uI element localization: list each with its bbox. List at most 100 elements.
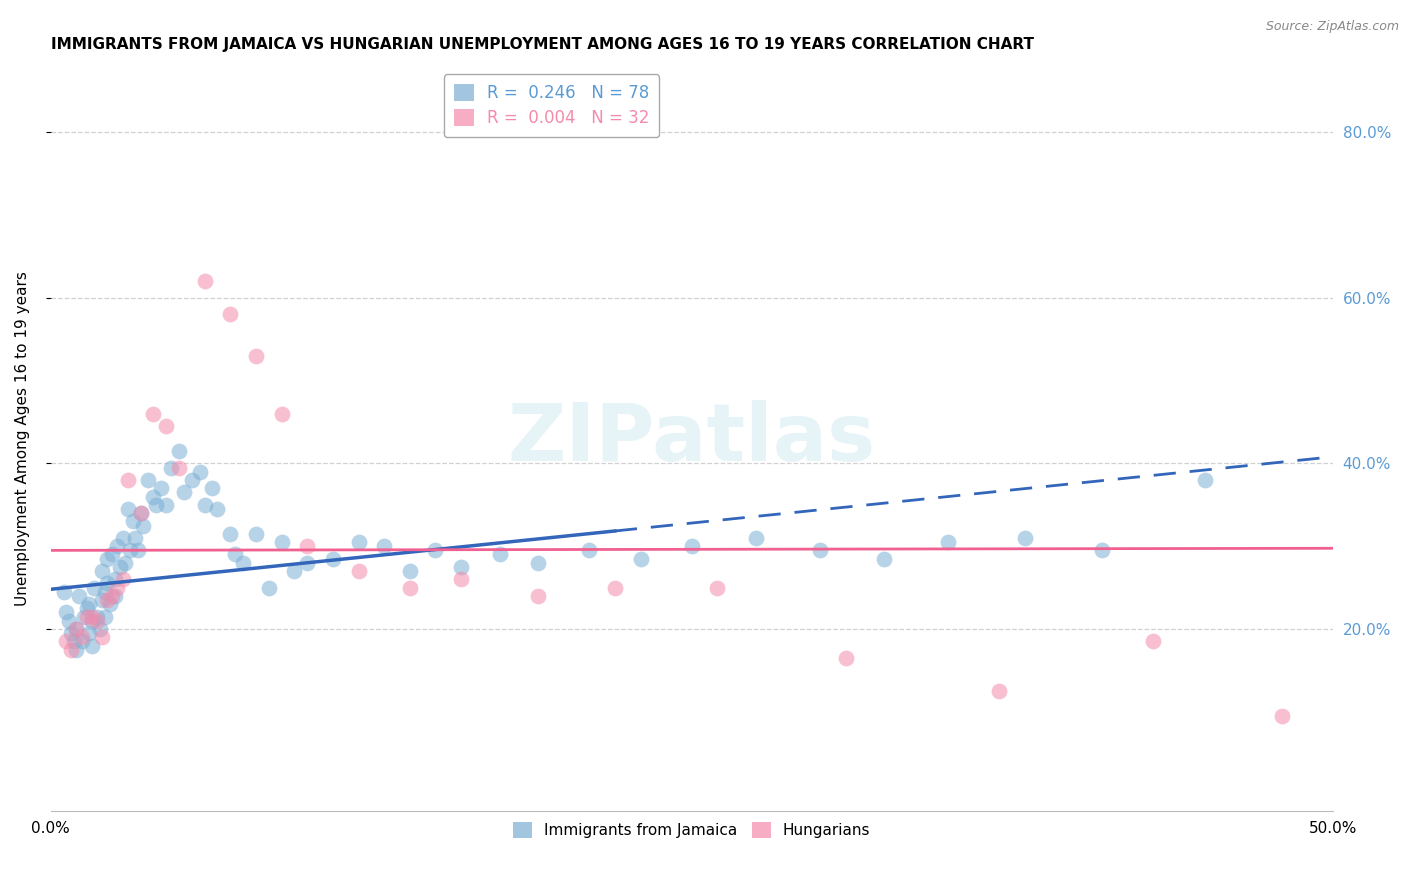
Point	[83, 581, 105, 595]
Point	[1142, 634, 1164, 648]
Point	[111, 531, 134, 545]
Point	[117, 473, 139, 487]
Point	[936, 535, 959, 549]
Point	[52, 584, 75, 599]
Point	[245, 349, 267, 363]
Point	[76, 601, 98, 615]
Point	[129, 506, 152, 520]
Text: Source: ZipAtlas.com: Source: ZipAtlas.com	[1265, 20, 1399, 33]
Point	[67, 589, 90, 603]
Point	[101, 548, 124, 562]
Point	[373, 539, 395, 553]
Point	[117, 502, 139, 516]
Point	[132, 518, 155, 533]
Point	[58, 614, 80, 628]
Point	[142, 490, 165, 504]
Point	[201, 481, 224, 495]
Point	[122, 515, 145, 529]
Point	[124, 531, 146, 545]
Point	[1270, 709, 1292, 723]
Point	[65, 622, 87, 636]
Point	[104, 589, 127, 603]
Point	[578, 543, 600, 558]
Point	[706, 581, 728, 595]
Point	[173, 485, 195, 500]
Point	[93, 584, 115, 599]
Point	[527, 589, 550, 603]
Point	[398, 564, 420, 578]
Point	[155, 498, 177, 512]
Point	[114, 556, 136, 570]
Point	[86, 614, 108, 628]
Point	[188, 465, 211, 479]
Point	[60, 642, 83, 657]
Point	[55, 606, 77, 620]
Point	[145, 498, 167, 512]
Point	[127, 543, 149, 558]
Point	[65, 622, 87, 636]
Point	[873, 551, 896, 566]
Point	[107, 539, 129, 553]
Point	[283, 564, 305, 578]
Point	[194, 498, 217, 512]
Point	[155, 419, 177, 434]
Point	[142, 407, 165, 421]
Point	[219, 307, 242, 321]
Point	[104, 572, 127, 586]
Point	[232, 556, 254, 570]
Point	[297, 539, 319, 553]
Point	[96, 576, 118, 591]
Point	[270, 407, 292, 421]
Point	[527, 556, 550, 570]
Point	[180, 473, 202, 487]
Point	[1014, 531, 1036, 545]
Point	[65, 642, 87, 657]
Point	[60, 626, 83, 640]
Point	[425, 543, 447, 558]
Point	[70, 630, 93, 644]
Point	[91, 630, 114, 644]
Point	[224, 548, 246, 562]
Point	[129, 506, 152, 520]
Point	[70, 634, 93, 648]
Point	[160, 460, 183, 475]
Point	[808, 543, 831, 558]
Point	[80, 639, 103, 653]
Point	[681, 539, 703, 553]
Point	[834, 651, 856, 665]
Point	[257, 581, 280, 595]
Point	[108, 560, 131, 574]
Point	[630, 551, 652, 566]
Point	[107, 581, 129, 595]
Point	[93, 609, 115, 624]
Point	[245, 526, 267, 541]
Point	[80, 609, 103, 624]
Point	[1091, 543, 1114, 558]
Point	[603, 581, 626, 595]
Point	[63, 634, 86, 648]
Point	[96, 551, 118, 566]
Point	[745, 531, 768, 545]
Point	[120, 543, 142, 558]
Point	[91, 564, 114, 578]
Point	[322, 551, 344, 566]
Point	[79, 626, 101, 640]
Point	[450, 572, 472, 586]
Legend: Immigrants from Jamaica, Hungarians: Immigrants from Jamaica, Hungarians	[508, 816, 876, 845]
Text: IMMIGRANTS FROM JAMAICA VS HUNGARIAN UNEMPLOYMENT AMONG AGES 16 TO 19 YEARS CORR: IMMIGRANTS FROM JAMAICA VS HUNGARIAN UNE…	[51, 37, 1033, 53]
Point	[347, 535, 370, 549]
Point	[219, 526, 242, 541]
Point	[79, 597, 101, 611]
Point	[488, 548, 510, 562]
Point	[101, 589, 124, 603]
Point	[167, 460, 190, 475]
Point	[167, 444, 190, 458]
Point	[150, 481, 173, 495]
Text: ZIPatlas: ZIPatlas	[508, 400, 876, 477]
Point	[91, 593, 114, 607]
Point	[76, 609, 98, 624]
Point	[1194, 473, 1216, 487]
Point	[111, 572, 134, 586]
Point	[398, 581, 420, 595]
Point	[98, 597, 121, 611]
